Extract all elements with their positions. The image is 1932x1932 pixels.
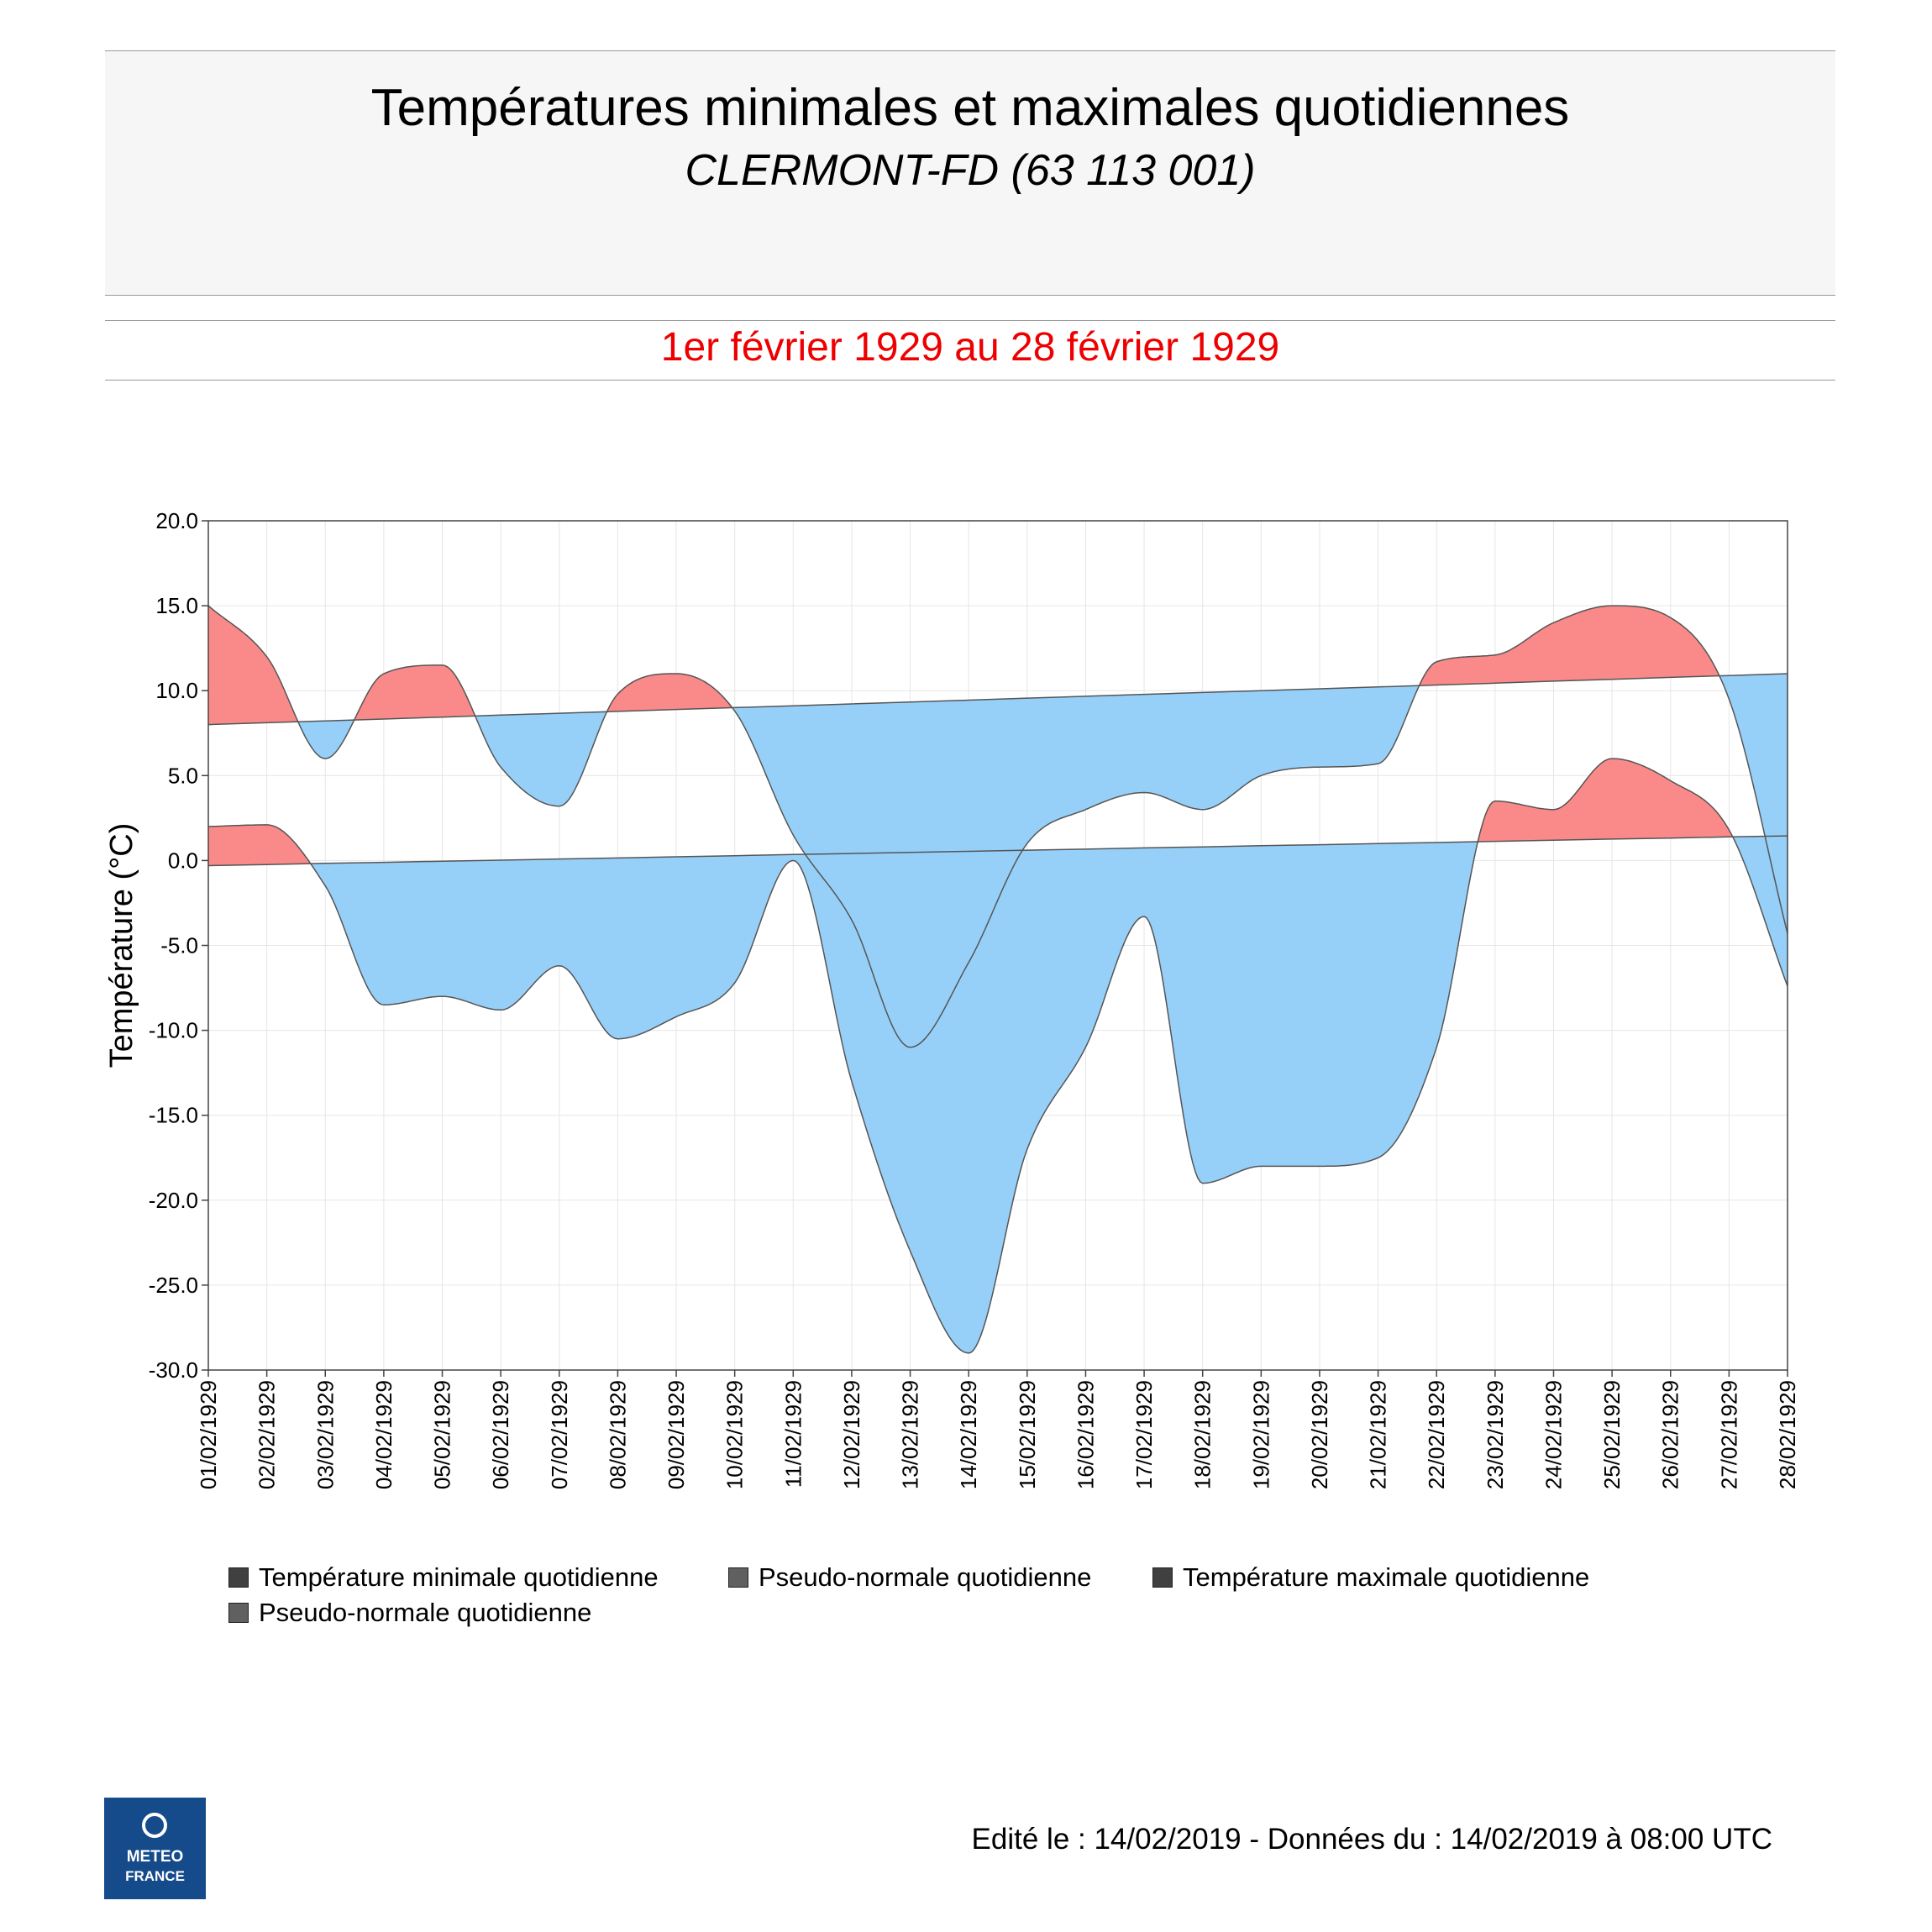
legend-label-min: Température minimale quotidienne — [259, 1562, 659, 1592]
x-tick-label-14: 15/02/1929 — [1015, 1380, 1040, 1489]
legend-label-normal-min: Pseudo-normale quotidienne — [759, 1562, 1092, 1592]
y-tick-label-8: -20.0 — [149, 1188, 198, 1213]
series-line-normal-min — [207, 835, 1788, 867]
logo-text-line1: METEO — [126, 1848, 184, 1866]
y-tick-label-2: 10.0 — [155, 678, 198, 703]
footer-edited: Edité le : 14/02/2019 - Données du : 14/… — [971, 1823, 1772, 1856]
x-tick-label-21: 22/02/1929 — [1424, 1380, 1449, 1489]
x-tick-label-12: 13/02/1929 — [898, 1380, 923, 1489]
legend-swatch-min — [228, 1567, 249, 1588]
x-tick-label-6: 07/02/1929 — [547, 1380, 572, 1489]
period-box: 1er février 1929 au 28 février 1929 — [105, 320, 1835, 381]
logo-mark-icon — [142, 1813, 167, 1838]
min-band-0 — [208, 824, 311, 866]
max-band-6 — [1419, 606, 1719, 686]
max-band-1 — [297, 720, 354, 759]
max-band-0 — [208, 606, 298, 725]
x-tick-label-9: 10/02/1929 — [722, 1380, 748, 1489]
y-tick-label-0: 20.0 — [155, 508, 198, 533]
legend-swatch-normal-min — [728, 1567, 748, 1588]
legend-item-max: Température maximale quotidienne — [1152, 1562, 1589, 1593]
series-line-max — [207, 605, 1788, 1048]
y-tick-label-9: -25.0 — [149, 1273, 198, 1298]
min-band-1 — [310, 842, 1478, 1353]
x-tick-label-23: 24/02/1929 — [1541, 1380, 1566, 1489]
page-title: Températures minimales et maximales quot… — [370, 79, 1570, 137]
x-tick-label-26: 27/02/1929 — [1716, 1380, 1741, 1489]
legend-item-normal-min: Pseudo-normale quotidienne — [728, 1562, 1091, 1593]
x-tick-label-15: 16/02/1929 — [1073, 1380, 1098, 1489]
legend-label-normal-max: Pseudo-normale quotidienne — [259, 1598, 592, 1627]
x-tick-label-8: 09/02/1929 — [664, 1380, 689, 1489]
max-band-2 — [354, 664, 475, 721]
x-tick-label-7: 08/02/1929 — [605, 1380, 630, 1489]
legend-item-min: Température minimale quotidienne — [228, 1562, 659, 1593]
header-box: Températures minimales et maximales quot… — [105, 50, 1835, 296]
x-tick-label-3: 04/02/1929 — [371, 1380, 396, 1489]
x-tick-label-16: 17/02/1929 — [1131, 1380, 1157, 1489]
x-tick-label-5: 06/02/1929 — [488, 1380, 513, 1489]
x-tick-label-13: 14/02/1929 — [956, 1380, 981, 1489]
x-tick-label-1: 02/02/1929 — [255, 1380, 280, 1489]
station-name: CLERMONT-FD (63 113 001) — [685, 146, 1256, 195]
x-tick-label-19: 20/02/1929 — [1307, 1380, 1332, 1489]
y-tick-label-6: -10.0 — [149, 1018, 198, 1043]
x-tick-label-4: 05/02/1929 — [430, 1380, 455, 1489]
series-line-min — [207, 758, 1788, 1354]
legend-label-max: Température maximale quotidienne — [1183, 1562, 1590, 1592]
legend-swatch-normal-max — [228, 1603, 249, 1623]
y-tick-label-1: 15.0 — [155, 593, 198, 618]
y-tick-label-10: -30.0 — [149, 1357, 198, 1383]
x-tick-label-2: 03/02/1929 — [312, 1380, 338, 1489]
x-tick-label-25: 26/02/1929 — [1658, 1380, 1683, 1489]
x-tick-label-24: 25/02/1929 — [1599, 1380, 1625, 1489]
y-tick-label-3: 5.0 — [168, 763, 198, 788]
max-band-7 — [1719, 674, 1788, 934]
x-tick-label-11: 12/02/1929 — [839, 1380, 864, 1489]
series-line-normal-max — [207, 673, 1788, 726]
period-label: 1er février 1929 au 28 février 1929 — [660, 325, 1280, 370]
max-band-3 — [475, 711, 607, 806]
temperature-chart: 20.0 15.0 10.0 5.0 0.0 -5.0 -10.0 -15.0 -20.0 -25… — [104, 508, 1800, 1489]
x-tick-label-0: 01/02/1929 — [196, 1380, 221, 1489]
y-tick-label-5: -5.0 — [160, 933, 198, 958]
x-tick-label-10: 11/02/1929 — [780, 1380, 806, 1488]
y-tick-label-7: -15.0 — [149, 1103, 198, 1128]
x-tick-label-18: 19/02/1929 — [1248, 1380, 1273, 1489]
logo-text-line2: FRANCE — [125, 1868, 185, 1884]
y-axis-label: Température (°C) — [104, 823, 139, 1068]
y-tick-label-4: 0.0 — [168, 848, 198, 873]
meteo-france-logo: METEO FRANCE — [104, 1798, 206, 1899]
x-tick-label-27: 28/02/1929 — [1775, 1380, 1800, 1489]
x-tick-label-22: 23/02/1929 — [1483, 1380, 1508, 1489]
max-band-4 — [606, 674, 732, 712]
x-tick-label-17: 18/02/1929 — [1190, 1380, 1215, 1489]
legend-swatch-max — [1152, 1567, 1173, 1588]
min-band-2 — [1478, 759, 1733, 842]
legend-item-normal-max: Pseudo-normale quotidienne — [228, 1598, 591, 1628]
x-tick-label-20: 21/02/1929 — [1366, 1380, 1391, 1489]
